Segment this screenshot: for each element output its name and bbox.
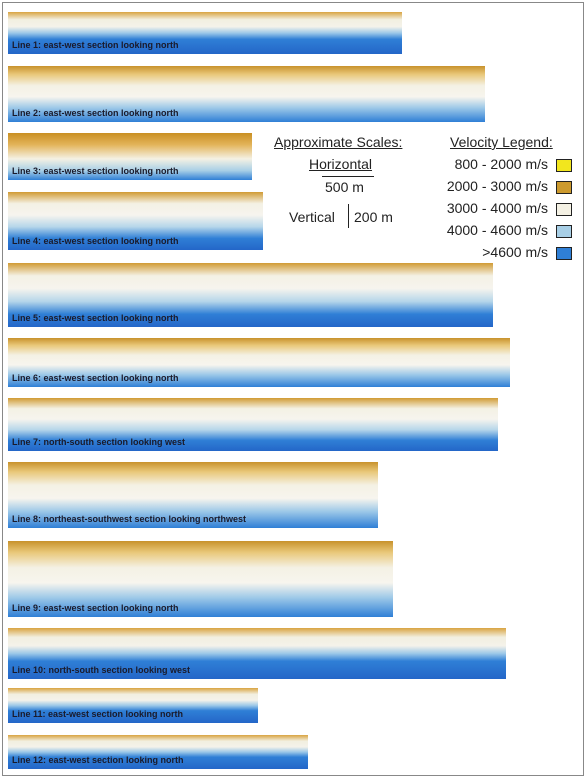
section-label: Line 2: east-west section looking north: [12, 108, 179, 118]
section-label: Line 10: north-south section looking wes…: [12, 665, 191, 675]
legend-label: 800 - 2000 m/s: [454, 156, 548, 172]
section: Line 7: north-south section looking west: [8, 398, 498, 451]
scale-horizontal-length: 500 m: [325, 179, 364, 195]
section: Line 9: east-west section looking north: [8, 541, 393, 617]
scale-vertical: Vertical: [289, 209, 335, 225]
section: Line 6: east-west section looking north: [8, 338, 510, 387]
legend-swatch: [556, 159, 572, 172]
section-label: Line 3: east-west section looking north: [12, 166, 179, 176]
section: Line 3: east-west section looking north: [8, 133, 252, 180]
legend-swatch: [556, 203, 572, 216]
section-label: Line 8: northeast-southwest section look…: [12, 514, 247, 524]
section-label: Line 7: north-south section looking west: [12, 437, 186, 447]
legend-swatch: [556, 225, 572, 238]
section: Line 11: east-west section looking north: [8, 688, 258, 723]
section-label: Line 12: east-west section looking north: [12, 755, 184, 765]
legend-title: Velocity Legend:: [450, 134, 553, 150]
legend-label: 4000 - 4600 m/s: [446, 222, 548, 238]
section: Line 2: east-west section looking north: [8, 66, 485, 122]
horizontal-scale-bar: [322, 176, 374, 177]
legend-label: 3000 - 4000 m/s: [446, 200, 548, 216]
section-label: Line 4: east-west section looking north: [12, 236, 179, 246]
section: Line 5: east-west section looking north: [8, 263, 493, 327]
section: Line 8: northeast-southwest section look…: [8, 462, 378, 528]
legend-swatch: [556, 247, 572, 260]
section-label: Line 1: east-west section looking north: [12, 40, 179, 50]
section: Line 4: east-west section looking north: [8, 192, 263, 250]
section: Line 12: east-west section looking north: [8, 735, 308, 769]
section-label: Line 11: east-west section looking north: [12, 709, 184, 719]
section-label: Line 5: east-west section looking north: [12, 313, 179, 323]
vertical-scale-bar: [348, 204, 349, 228]
legend-swatch: [556, 181, 572, 194]
legend-label: >4600 m/s: [482, 244, 548, 260]
scale-horizontal: Horizontal: [309, 156, 373, 172]
section: Line 10: north-south section looking wes…: [8, 628, 506, 679]
section: Line 1: east-west section looking north: [8, 12, 402, 54]
section-label: Line 9: east-west section looking north: [12, 603, 179, 613]
scales-title: Approximate Scales:: [274, 134, 403, 150]
scale-vertical-length: 200 m: [354, 209, 393, 225]
section-label: Line 6: east-west section looking north: [12, 373, 179, 383]
legend-label: 2000 - 3000 m/s: [446, 178, 548, 194]
